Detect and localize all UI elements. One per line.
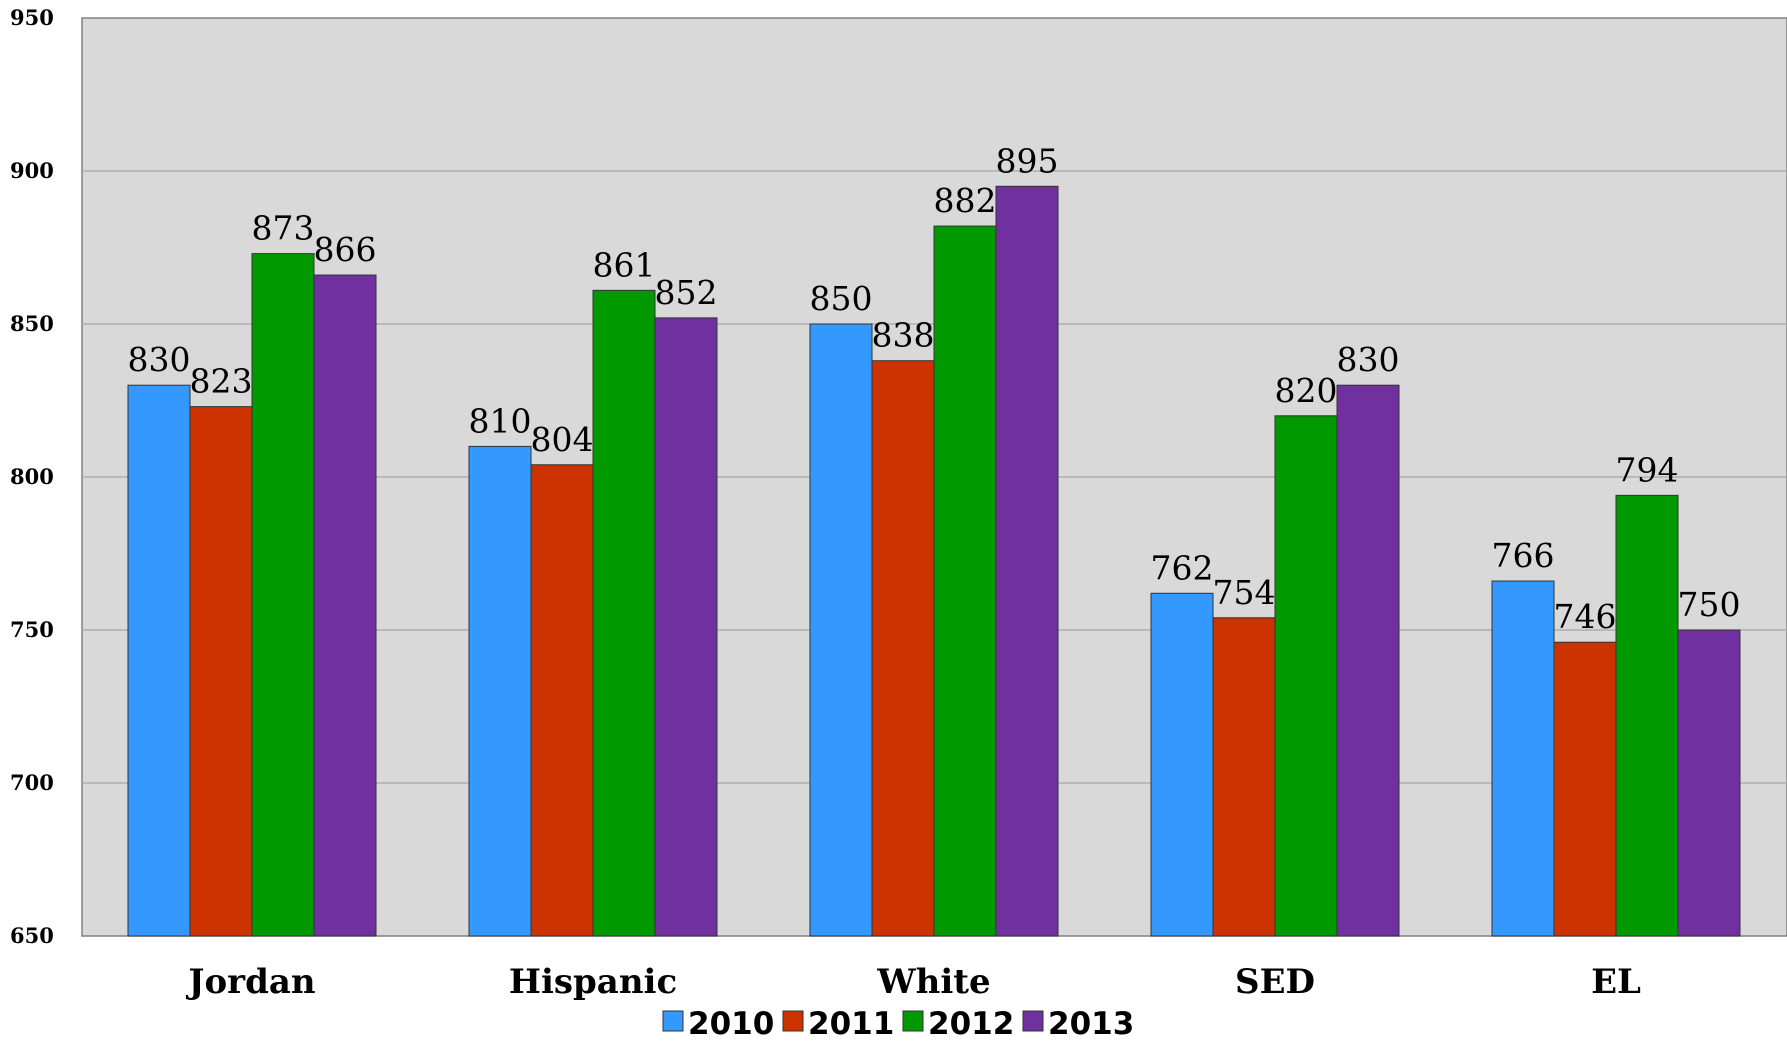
- legend: 2010 2011 2012 2013: [662, 1006, 1134, 1042]
- bar-hispanic-2010: [468, 445, 532, 937]
- category-label: SED: [1235, 962, 1315, 1002]
- legend-label: 2012: [928, 1006, 1014, 1042]
- bar-jordan-2013: [313, 274, 377, 937]
- bar-sed-2012: [1274, 415, 1338, 937]
- bar-hispanic-2013: [654, 317, 718, 937]
- bar-sed-2011: [1212, 617, 1276, 937]
- data-label: 766: [1492, 536, 1555, 575]
- category-label: EL: [1591, 962, 1641, 1002]
- bar-white-2011: [871, 360, 935, 937]
- data-label: 830: [128, 340, 191, 379]
- y-tick-label: 850: [10, 311, 54, 336]
- data-label: 873: [252, 209, 315, 248]
- data-label: 861: [593, 245, 656, 284]
- bar-jordan-2010: [127, 384, 191, 937]
- legend-label: 2013: [1048, 1006, 1134, 1042]
- category-label: Jordan: [185, 962, 315, 1002]
- data-label: 794: [1616, 450, 1679, 489]
- bar-el-2010: [1491, 580, 1555, 937]
- data-label: 895: [996, 141, 1059, 180]
- bar-jordan-2011: [189, 406, 253, 937]
- bar-el-2011: [1553, 641, 1617, 937]
- bar-el-2013: [1677, 629, 1741, 937]
- legend-swatch: [1022, 1010, 1044, 1032]
- y-axis-ticks: 650 700 750 800 850 900 950: [10, 5, 54, 948]
- data-label: 810: [469, 401, 532, 440]
- data-label: 852: [655, 273, 718, 312]
- legend-swatch: [782, 1010, 804, 1032]
- data-label: 830: [1337, 340, 1400, 379]
- bar-white-2010: [809, 323, 873, 937]
- data-label: 746: [1554, 597, 1617, 636]
- data-label: 850: [810, 279, 873, 318]
- y-tick-label: 900: [10, 158, 54, 183]
- bars: [127, 185, 1741, 937]
- x-axis-categories: Jordan Hispanic White SED EL: [185, 962, 1641, 1002]
- data-label: 804: [531, 420, 594, 459]
- data-label: 820: [1275, 371, 1338, 410]
- data-label: 882: [934, 181, 997, 220]
- bar-el-2012: [1615, 494, 1679, 937]
- data-label: 866: [314, 230, 377, 269]
- legend-label: 2010: [688, 1006, 774, 1042]
- bar-hispanic-2011: [530, 464, 594, 937]
- bar-sed-2010: [1150, 592, 1214, 937]
- bar-white-2013: [995, 185, 1059, 937]
- y-tick-label: 700: [10, 770, 54, 795]
- y-tick-label: 750: [10, 617, 54, 642]
- data-label: 823: [190, 362, 253, 401]
- bar-white-2012: [933, 225, 997, 937]
- y-tick-label: 950: [10, 5, 54, 30]
- category-label: Hispanic: [509, 962, 677, 1002]
- data-label: 750: [1678, 585, 1741, 624]
- y-tick-label: 800: [10, 464, 54, 489]
- data-label: 838: [872, 316, 935, 355]
- legend-swatch: [662, 1010, 684, 1032]
- bar-hispanic-2012: [592, 289, 656, 937]
- bar-sed-2013: [1336, 384, 1400, 937]
- category-label: White: [876, 962, 990, 1002]
- data-label: 762: [1151, 548, 1214, 587]
- data-label: 754: [1213, 573, 1276, 612]
- bar-jordan-2012: [251, 253, 315, 937]
- legend-swatch: [902, 1010, 924, 1032]
- y-tick-label: 650: [10, 923, 54, 948]
- legend-label: 2011: [808, 1006, 894, 1042]
